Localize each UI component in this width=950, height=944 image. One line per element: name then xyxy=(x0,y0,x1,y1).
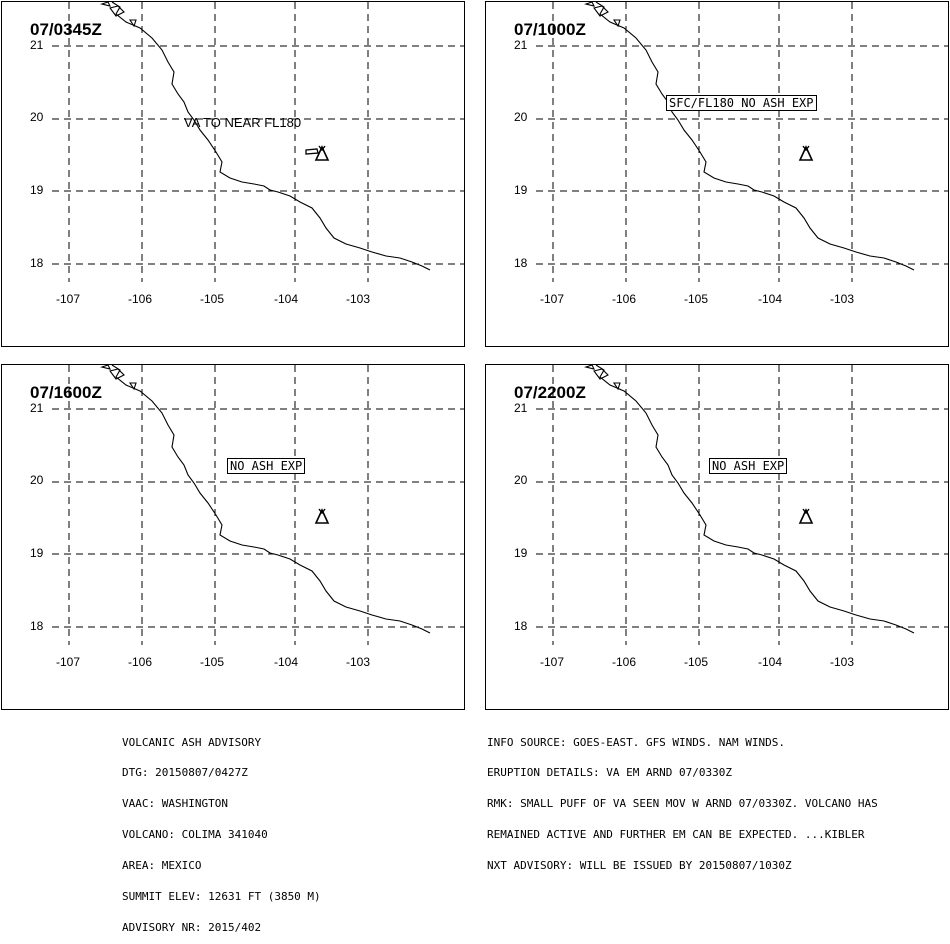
advisory-line: INFO SOURCE: GOES-EAST. GFS WINDS. NAM W… xyxy=(487,735,786,749)
island-outline xyxy=(109,368,125,380)
map-panel-3: 07/1600Z NO ASH EXP 21 20 19 18 -107 -10… xyxy=(1,364,465,710)
ash-label: SFC/FL180 NO ASH EXP xyxy=(666,95,817,111)
advisory-line: RMK: SMALL PUFF OF VA SEEN MOV W ARND 07… xyxy=(487,797,878,811)
panel-time: 07/1000Z xyxy=(514,20,586,39)
lon-label-107: -107 xyxy=(56,292,81,306)
lon-label-107: -107 xyxy=(540,292,565,306)
lon-label-107: -107 xyxy=(540,655,565,669)
lon-label-107: -107 xyxy=(56,655,81,669)
panel-time: 07/2200Z xyxy=(514,383,586,402)
lon-label-106: -106 xyxy=(128,292,153,306)
lat-label-18: 18 xyxy=(30,256,44,270)
lon-label-105: -105 xyxy=(684,292,709,306)
lon-label-104: -104 xyxy=(758,292,783,306)
advisory-line: SUMMIT ELEV: 12631 FT (3850 M) xyxy=(122,890,321,904)
lon-label-106: -106 xyxy=(612,292,637,306)
lat-label-19: 19 xyxy=(514,546,528,560)
island-outline xyxy=(593,368,609,380)
lon-label-105: -105 xyxy=(200,292,225,306)
island-outline xyxy=(128,19,137,28)
island-outline xyxy=(593,5,609,17)
lon-label-104: -104 xyxy=(758,655,783,669)
lat-label-20: 20 xyxy=(30,110,44,124)
lon-label-103: -103 xyxy=(830,655,855,669)
lat-label-21: 21 xyxy=(30,401,44,415)
lat-label-19: 19 xyxy=(30,546,44,560)
lon-label-103: -103 xyxy=(830,292,855,306)
lon-label-105: -105 xyxy=(684,655,709,669)
lat-label-21: 21 xyxy=(514,401,528,415)
map-panel-1: 07/0345Z VA TO NEAR FL180 21 20 19 18 -1… xyxy=(1,1,465,347)
lat-label-18: 18 xyxy=(514,619,528,633)
lon-label-105: -105 xyxy=(200,655,225,669)
lat-label-20: 20 xyxy=(514,473,528,487)
map-panel-4: 07/2200Z NO ASH EXP 21 20 19 18 -107 -10… xyxy=(485,364,949,710)
panel-time: 07/0345Z xyxy=(30,20,102,39)
island-outline xyxy=(100,365,112,370)
advisory-right-text: INFO SOURCE: GOES-EAST. GFS WINDS. NAM W… xyxy=(487,717,878,882)
lon-label-104: -104 xyxy=(274,655,299,669)
island-outline xyxy=(128,382,137,391)
ash-label: NO ASH EXP xyxy=(709,458,788,474)
island-outline xyxy=(612,382,621,391)
advisory-line: REMAINED ACTIVE AND FURTHER EM CAN BE EX… xyxy=(487,828,865,842)
advisory-line: VOLCANO: COLIMA 341040 xyxy=(122,828,268,842)
lon-label-103: -103 xyxy=(346,655,371,669)
island-outline xyxy=(584,2,596,7)
island-outline xyxy=(109,5,125,17)
map-panel-2: 07/1000Z SFC/FL180 NO ASH EXP 21 20 19 1… xyxy=(485,1,949,347)
coastline xyxy=(595,2,915,271)
lat-label-20: 20 xyxy=(514,110,528,124)
lat-label-20: 20 xyxy=(30,473,44,487)
coastline xyxy=(111,2,431,271)
lon-label-106: -106 xyxy=(612,655,637,669)
lat-label-21: 21 xyxy=(514,38,528,52)
advisory-left-text: VOLCANIC ASH ADVISORY DTG: 20150807/0427… xyxy=(122,717,321,944)
advisory-line: NXT ADVISORY: WILL BE ISSUED BY 20150807… xyxy=(487,859,792,873)
advisory-line: ERUPTION DETAILS: VA EM ARND 07/0330Z xyxy=(487,766,733,780)
advisory-line: AREA: MEXICO xyxy=(122,859,202,873)
lat-label-18: 18 xyxy=(30,619,44,633)
map-canvas xyxy=(52,2,464,282)
lon-label-103: -103 xyxy=(346,292,371,306)
ash-label: VA TO NEAR FL180 xyxy=(184,115,302,130)
lat-label-19: 19 xyxy=(30,183,44,197)
lat-label-19: 19 xyxy=(514,183,528,197)
advisory-line: DTG: 20150807/0427Z xyxy=(122,766,248,780)
island-outline xyxy=(100,2,112,7)
advisory-line: VAAC: WASHINGTON xyxy=(122,797,228,811)
coastline xyxy=(595,365,915,634)
map-canvas xyxy=(536,2,948,282)
map-canvas xyxy=(536,365,948,645)
lat-label-21: 21 xyxy=(30,38,44,52)
advisory-line: ADVISORY NR: 2015/402 xyxy=(122,920,262,934)
map-canvas xyxy=(52,365,464,645)
island-outline xyxy=(584,365,596,370)
coastline xyxy=(111,365,431,634)
advisory-line: VOLCANIC ASH ADVISORY xyxy=(122,735,262,749)
lat-label-18: 18 xyxy=(514,256,528,270)
lon-label-106: -106 xyxy=(128,655,153,669)
ash-label: NO ASH EXP xyxy=(227,458,306,474)
panel-time: 07/1600Z xyxy=(30,383,102,402)
island-outline xyxy=(612,19,621,28)
lon-label-104: -104 xyxy=(274,292,299,306)
